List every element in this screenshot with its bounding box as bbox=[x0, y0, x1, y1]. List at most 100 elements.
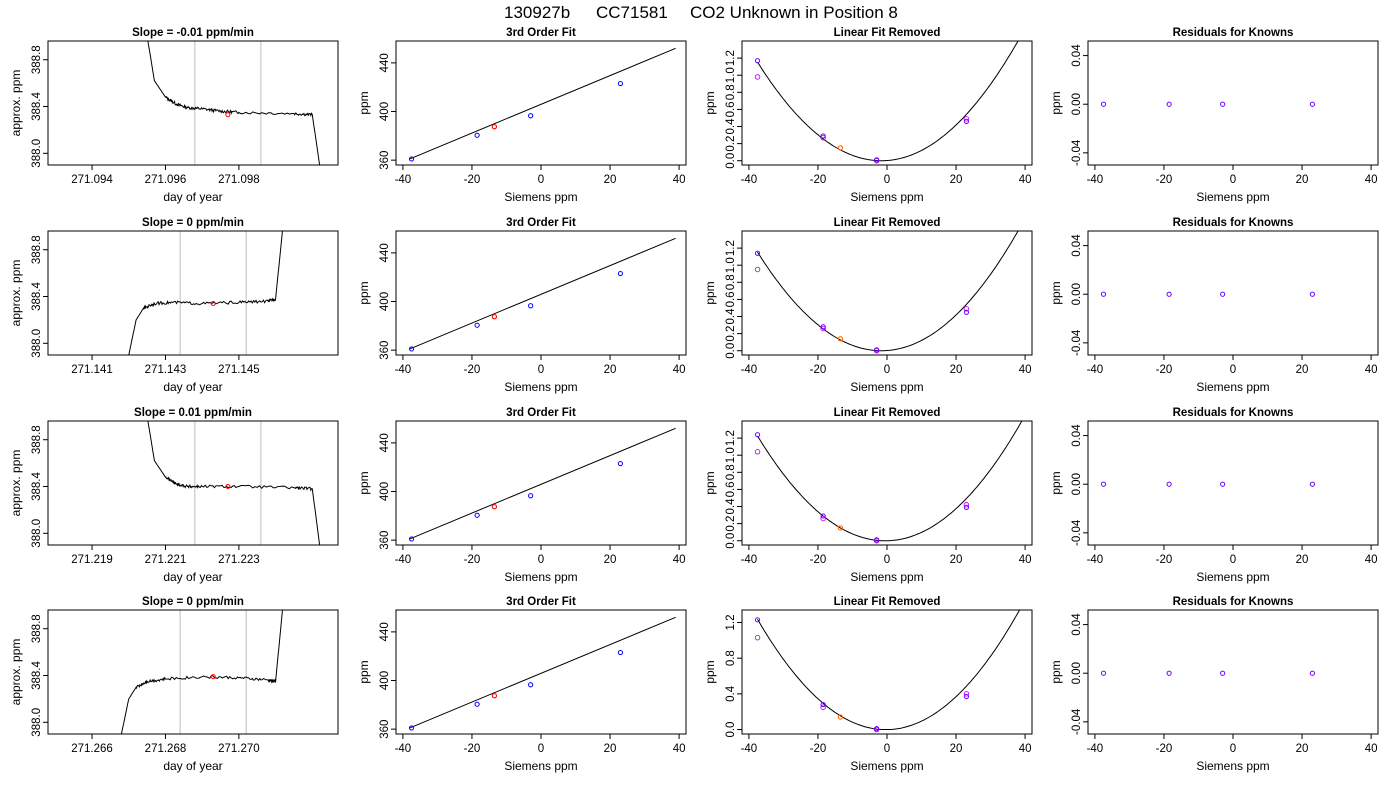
panel-3-2: 3rd Order Fit 360 400 440 -40 -20 0 20 40 Siemens… bbox=[357, 407, 687, 584]
unknown-point bbox=[837, 336, 844, 342]
plot-frame bbox=[47, 230, 339, 356]
data-marks bbox=[408, 616, 676, 731]
fitted-point bbox=[963, 691, 970, 697]
data-marks bbox=[147, 421, 321, 545]
y-tick-label: 400 bbox=[379, 102, 391, 121]
y-tick-label: -0.04 bbox=[1071, 329, 1083, 356]
known-standard-point bbox=[820, 701, 826, 708]
x-tick-label: 0 bbox=[1230, 364, 1236, 376]
x-axis-label: Siemens ppm bbox=[850, 380, 923, 394]
x-tick-label: 40 bbox=[673, 174, 686, 186]
y-tick-label: 0.0 bbox=[725, 153, 737, 169]
y-tick-label: 1.2 bbox=[725, 50, 737, 66]
y-tick-label: 0.8 bbox=[725, 464, 737, 480]
x-tick-label: 40 bbox=[1019, 743, 1032, 755]
y-tick-label: 0.8 bbox=[725, 274, 737, 290]
y-tick-label: 440 bbox=[379, 433, 391, 452]
plot-frame bbox=[395, 230, 687, 356]
y-tick-label: 388.8 bbox=[31, 425, 43, 454]
x-tick-label: 20 bbox=[1296, 364, 1309, 376]
x-tick-label: -20 bbox=[1156, 554, 1173, 566]
known-standard-point bbox=[1309, 670, 1316, 676]
y-tick-label: 0.04 bbox=[1071, 424, 1083, 447]
x-tick-label: 0 bbox=[538, 554, 544, 566]
x-tick-label: 271.098 bbox=[218, 174, 260, 186]
plot-frame bbox=[47, 609, 339, 735]
panel-4-2: 3rd Order Fit 360 400 440 -40 -20 0 20 40 Siemens… bbox=[357, 596, 687, 773]
fitted-point bbox=[820, 325, 826, 332]
known-standard-point bbox=[1309, 481, 1316, 487]
data-marks bbox=[120, 610, 283, 734]
fit-line bbox=[409, 616, 676, 729]
known-standard-point bbox=[1220, 481, 1226, 487]
known-standard-point bbox=[528, 682, 534, 688]
fitted-point bbox=[754, 266, 761, 273]
y-tick-label: 360 bbox=[379, 151, 391, 170]
y-tick-label: 0.6 bbox=[725, 481, 737, 497]
known-standard-point bbox=[874, 157, 880, 163]
panel-2-3: Linear Fit Removed 0.00.20.40.60.81.01.2 -… bbox=[703, 217, 1033, 394]
y-axis-label: ppm bbox=[1049, 471, 1063, 494]
data-marks bbox=[754, 231, 1019, 354]
y-axis-label: approx. ppm bbox=[9, 450, 23, 517]
unknown-point bbox=[837, 714, 844, 720]
panel-title: Slope = 0 ppm/min bbox=[142, 596, 244, 608]
known-standard-point bbox=[1100, 101, 1107, 107]
x-tick-label: 0 bbox=[884, 364, 890, 376]
panel-1-4: Residuals for Knowns -0.04 0.00 0.04 -40 -20 0… bbox=[1049, 27, 1379, 204]
plot-frame bbox=[741, 609, 1033, 735]
unknown-point bbox=[837, 525, 844, 531]
x-axis-label: Siemens ppm bbox=[1196, 570, 1269, 584]
known-standard-point bbox=[474, 512, 480, 518]
panel-1-1: Slope = -0.01 ppm/min 388.0 388.4 388.8 271.… bbox=[9, 27, 339, 204]
panel-grid: Slope = -0.01 ppm/min 388.0 388.4 388.8 271.… bbox=[9, 27, 1379, 773]
y-tick-label: 0.4 bbox=[725, 308, 737, 325]
known-standard-point bbox=[1309, 291, 1316, 297]
y-tick-label: 1.0 bbox=[725, 447, 737, 463]
x-tick-label: -40 bbox=[1087, 743, 1104, 755]
panel-title: Linear Fit Removed bbox=[834, 596, 941, 608]
x-tick-label: -20 bbox=[810, 743, 827, 755]
y-tick-label: -0.04 bbox=[1071, 139, 1083, 166]
x-tick-label: -40 bbox=[1087, 364, 1104, 376]
y-tick-label: 0.6 bbox=[725, 101, 737, 117]
x-tick-label: 0 bbox=[884, 554, 890, 566]
known-standard-point bbox=[963, 118, 970, 124]
fitted-point bbox=[754, 449, 761, 455]
x-tick-label: 271.096 bbox=[145, 174, 187, 186]
fitted-point bbox=[820, 704, 826, 710]
known-standard-point bbox=[820, 324, 826, 330]
panel-4-3: Linear Fit Removed 0.0 0.4 0.8 1.2 -40 -20 0 20 4… bbox=[703, 596, 1033, 773]
y-tick-label: 0.04 bbox=[1071, 613, 1083, 636]
y-tick-label: 388.4 bbox=[31, 472, 43, 501]
known-standard-point bbox=[874, 537, 880, 543]
plot-frame bbox=[395, 609, 687, 735]
x-tick-label: 40 bbox=[673, 554, 686, 566]
y-tick-label: 388.8 bbox=[31, 614, 43, 643]
residual-curve bbox=[757, 231, 1019, 352]
x-tick-label: -40 bbox=[741, 174, 758, 186]
figure-title: 130927b CC71581 CO2 Unknown in Position … bbox=[504, 3, 898, 22]
panel-title: 3rd Order Fit bbox=[506, 27, 576, 39]
x-tick-label: 40 bbox=[1365, 174, 1378, 186]
known-standard-point bbox=[1166, 670, 1172, 676]
known-standard-point bbox=[617, 80, 624, 87]
y-axis-label: ppm bbox=[1049, 91, 1063, 114]
y-tick-label: 0.8 bbox=[725, 84, 737, 100]
unknown-point bbox=[837, 145, 844, 151]
x-tick-label: 0 bbox=[538, 174, 544, 186]
data-marks bbox=[147, 41, 321, 165]
data-marks bbox=[408, 47, 676, 162]
plot-frame bbox=[741, 40, 1033, 166]
x-axis-label: Siemens ppm bbox=[504, 190, 577, 204]
x-tick-label: 20 bbox=[604, 743, 617, 755]
known-standard-point bbox=[408, 346, 415, 352]
panel-1-3: Linear Fit Removed 0.00.20.40.60.81.01.2 -… bbox=[703, 27, 1033, 204]
x-tick-label: 0 bbox=[1230, 174, 1236, 186]
unknown-point bbox=[491, 124, 498, 130]
panel-title: Residuals for Knowns bbox=[1173, 217, 1294, 229]
y-axis-label: ppm bbox=[357, 660, 371, 683]
title-run-id: 130927b bbox=[504, 3, 570, 22]
y-tick-label: 388.0 bbox=[31, 519, 43, 548]
data-marks bbox=[754, 610, 1021, 733]
